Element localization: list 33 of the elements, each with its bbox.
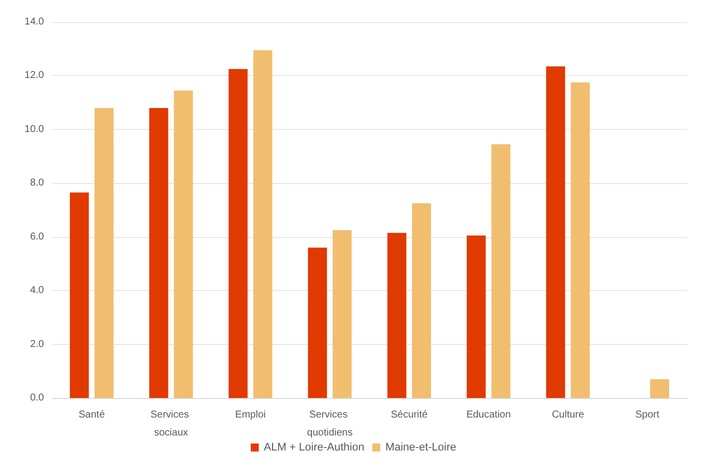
bar — [650, 379, 670, 398]
x-tick-label: Sécurité — [390, 410, 428, 420]
bar — [149, 108, 168, 398]
x-tick-label: Education — [466, 410, 511, 420]
x-tick-label: Sport — [635, 410, 660, 420]
bar — [308, 248, 327, 398]
y-tick-label: 10.0 — [24, 124, 44, 135]
y-tick-label: 8.0 — [30, 178, 44, 189]
x-tick-label: Services quotidiens — [307, 410, 353, 438]
y-tick-label: 4.0 — [30, 285, 44, 296]
x-tick-label: Santé — [78, 410, 106, 420]
bar — [174, 90, 193, 398]
x-tick-label: Culture — [552, 410, 584, 420]
legend-label: Maine-et-Loire — [385, 442, 456, 454]
bar — [466, 236, 486, 398]
x-tick-label: Emploi — [235, 410, 266, 420]
bar — [253, 50, 272, 398]
bar — [228, 69, 248, 398]
bar — [570, 82, 590, 398]
bar — [332, 230, 352, 398]
y-tick-label: 6.0 — [30, 231, 44, 242]
bar — [387, 232, 406, 398]
y-tick-label: 14.0 — [24, 16, 44, 28]
bar — [94, 108, 114, 398]
bar — [491, 144, 510, 398]
bar — [412, 203, 432, 398]
bar — [546, 66, 566, 398]
y-tick-label: 0.0 — [30, 392, 44, 404]
bar — [70, 192, 89, 398]
legend-label: ALM + Loire-Authion — [264, 442, 364, 454]
y-tick-label: 12.0 — [24, 70, 44, 82]
x-tick-label: Services sociaux — [150, 410, 192, 438]
y-tick-label: 2.0 — [30, 338, 44, 350]
